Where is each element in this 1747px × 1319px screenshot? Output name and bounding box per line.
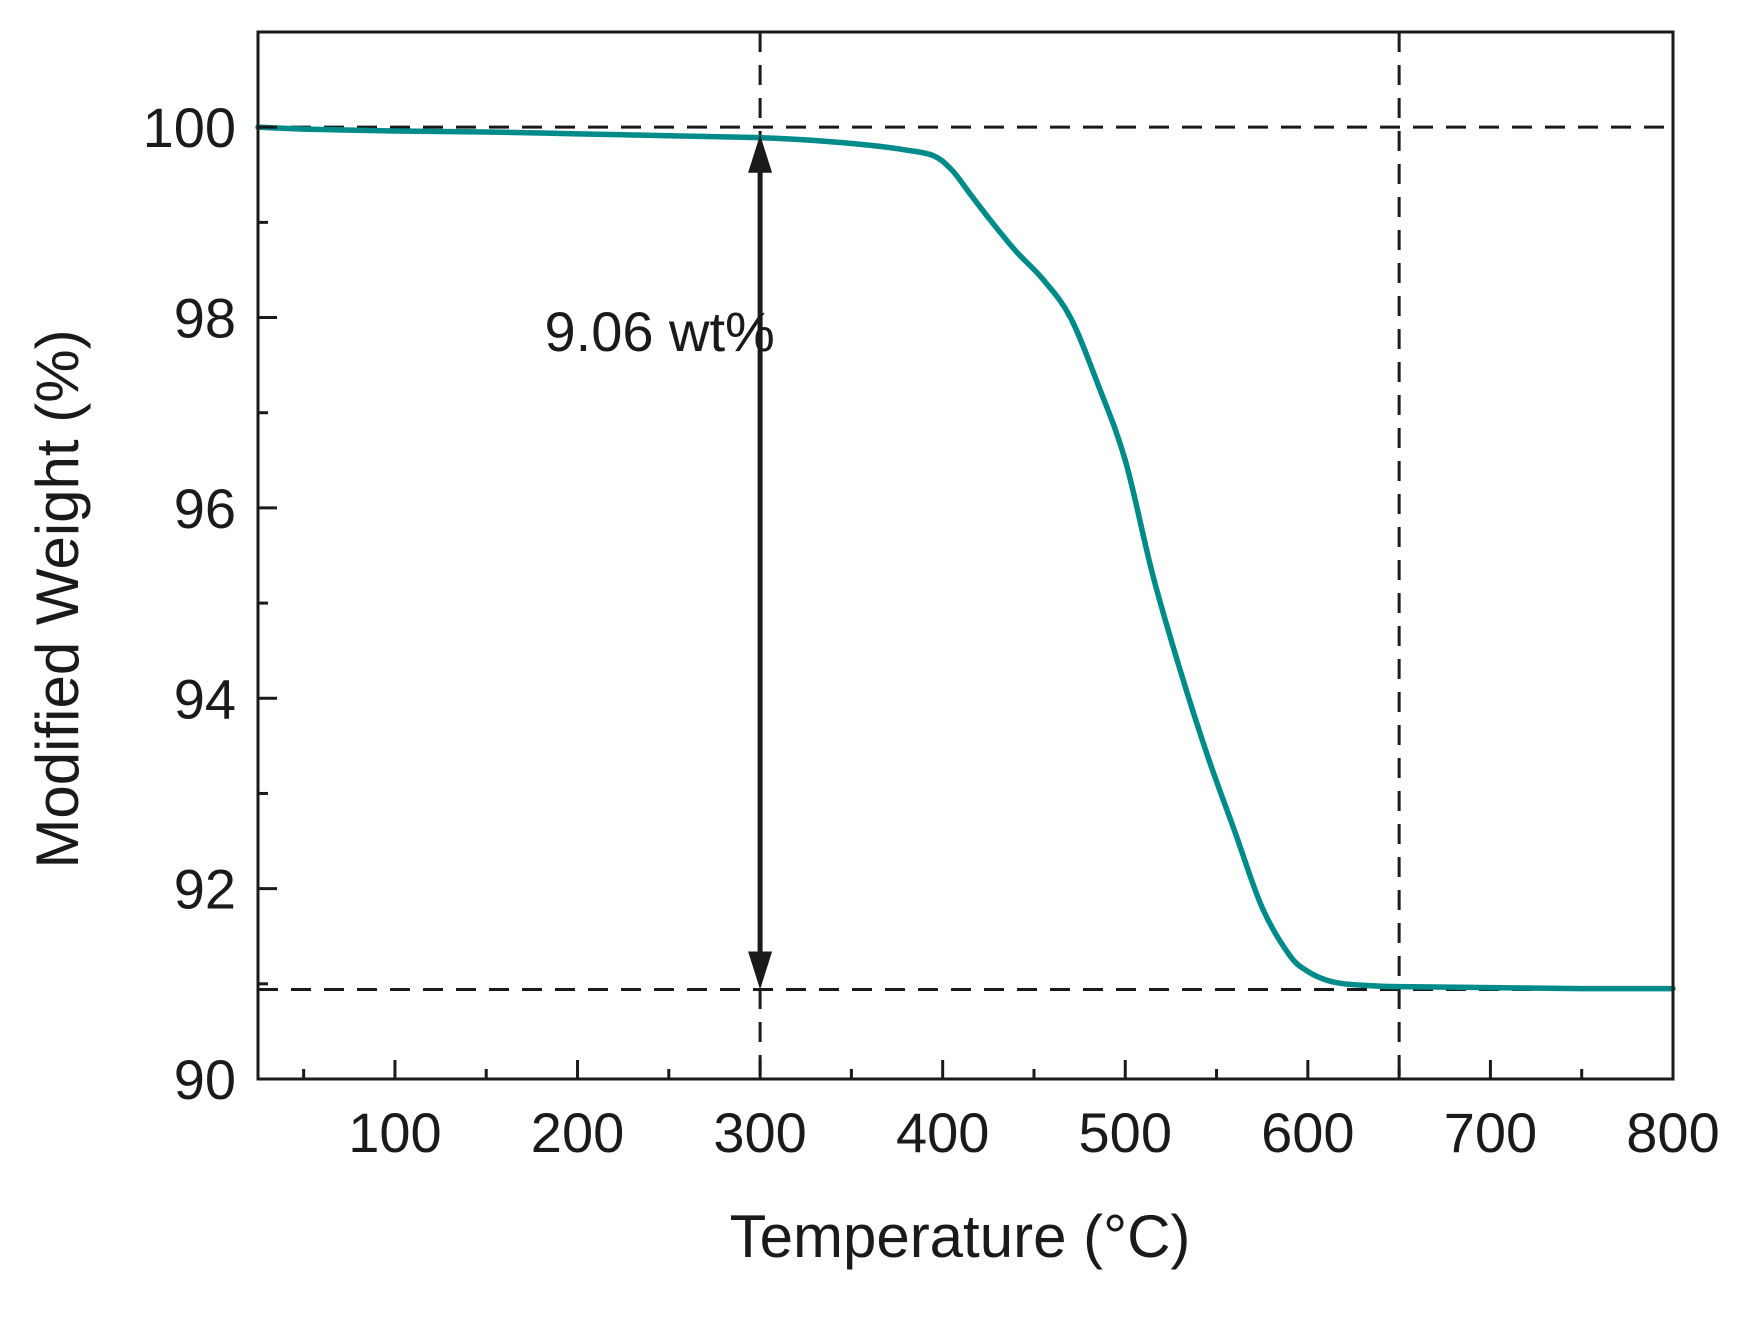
x-tick-label: 100 [348,1101,441,1164]
annotation-label: 9.06 wt% [545,300,775,363]
series-line-0 [255,124,1676,992]
y-axis-title: Modified Weight (%) [24,329,91,868]
y-tick-label: 98 [174,287,236,350]
x-tick-label: 600 [1261,1101,1354,1164]
y-tick-label: 94 [174,667,236,730]
y-tick-label: 96 [174,477,236,540]
x-axis-title: Temperature (°C) [730,1203,1191,1270]
annotations: 9.06 wt% [545,134,775,990]
annotation-arrowhead-top [748,134,773,173]
x-tick-label: 800 [1626,1101,1719,1164]
y-tick-label: 100 [143,96,236,159]
data-series [255,124,1676,992]
plot-frame [256,30,1675,1081]
x-tick-label: 400 [896,1101,989,1164]
x-tick-label: 700 [1444,1101,1537,1164]
y-tick-label: 92 [174,858,236,921]
annotation-arrowhead-bottom [748,951,773,990]
x-tick-label: 200 [531,1101,624,1164]
y-tick-label: 90 [174,1048,236,1111]
axes: 100 200 300 400 500 600 700 800 90 92 94 96 98 100 [143,30,1720,1164]
x-tick-label: 500 [1079,1101,1172,1164]
x-tick-label: 300 [713,1101,806,1164]
